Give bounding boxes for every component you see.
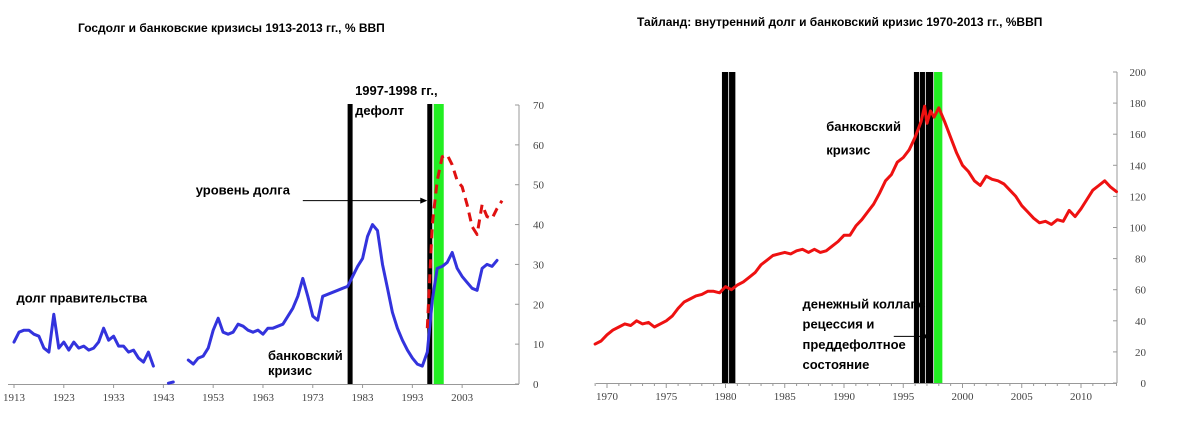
y-tick-label: 160 bbox=[1130, 129, 1147, 141]
annotation-label: кризис bbox=[826, 142, 870, 157]
y-tick-label: 200 bbox=[1130, 67, 1147, 79]
y-tick-label: 100 bbox=[1130, 223, 1147, 235]
annotation-label: денежный коллапс, bbox=[803, 296, 930, 311]
y-tick-label: 30 bbox=[533, 259, 545, 271]
chart-title-left: Госдолг и банковские кризисы 1913-2013 г… bbox=[78, 21, 385, 35]
y-tick-label: 0 bbox=[533, 379, 539, 391]
black-crisis-bar-0 bbox=[721, 72, 729, 383]
black-crisis-bar-3 bbox=[919, 72, 925, 383]
x-tick-label: 1923 bbox=[53, 392, 76, 404]
x-tick-label: 1933 bbox=[103, 392, 126, 404]
x-tick-label: 1993 bbox=[401, 392, 424, 404]
y-tick-label: 40 bbox=[533, 220, 545, 232]
annotation-label: банковский bbox=[268, 348, 343, 363]
black-crisis-bar-0 bbox=[347, 104, 353, 384]
x-tick-label: 2010 bbox=[1070, 391, 1093, 403]
annotation-label: 1997-1998 гг., bbox=[355, 83, 438, 98]
x-tick-label: 2003 bbox=[451, 392, 474, 404]
y-tick-label: 60 bbox=[1135, 285, 1147, 297]
y-tick-label: 50 bbox=[533, 180, 545, 192]
government-debt-line-2 bbox=[186, 223, 499, 368]
green-crisis-band bbox=[433, 104, 444, 384]
x-tick-label: 1953 bbox=[202, 392, 225, 404]
arrow-head bbox=[923, 333, 930, 340]
x-tick-label: 1983 bbox=[352, 392, 375, 404]
y-tick-label: 60 bbox=[533, 140, 545, 152]
black-crisis-bar-2 bbox=[913, 72, 920, 383]
x-tick-label: 1980 bbox=[715, 391, 738, 403]
x-tick-label: 1943 bbox=[152, 392, 175, 404]
arrow-head bbox=[420, 197, 428, 204]
public-debt-chart: Госдолг и банковские кризисы 1913-2013 г… bbox=[3, 21, 545, 404]
x-tick-label: 1913 bbox=[3, 392, 26, 404]
annotation-label: долг правительства bbox=[16, 290, 147, 305]
y-tick-label: 80 bbox=[1135, 254, 1147, 266]
y-tick-label: 10 bbox=[533, 339, 545, 351]
annotation-label: преддефолтное bbox=[803, 337, 906, 352]
x-tick-label: 1995 bbox=[892, 391, 915, 403]
annotation-label: дефолт bbox=[355, 103, 404, 118]
x-tick-label: 2000 bbox=[952, 391, 975, 403]
y-tick-label: 0 bbox=[1141, 378, 1147, 390]
y-tick-label: 70 bbox=[533, 100, 545, 112]
black-crisis-bar-1 bbox=[729, 72, 736, 383]
government-debt-line-1 bbox=[166, 380, 175, 385]
annotation-label: банковский bbox=[826, 119, 901, 134]
y-tick-label: 20 bbox=[533, 299, 545, 311]
x-tick-label: 2005 bbox=[1011, 391, 1034, 403]
annotation-label: состояние bbox=[803, 357, 870, 372]
x-tick-label: 1973 bbox=[302, 392, 325, 404]
chart-title-right: Тайланд: внутренний долг и банковский кр… bbox=[637, 15, 1042, 29]
y-tick-label: 180 bbox=[1130, 98, 1147, 110]
annotation-label: рецессия и bbox=[803, 317, 875, 332]
y-tick-label: 20 bbox=[1135, 347, 1147, 359]
x-tick-label: 1975 bbox=[655, 391, 678, 403]
green-crisis-band bbox=[934, 72, 943, 383]
y-tick-label: 120 bbox=[1130, 191, 1147, 203]
y-tick-label: 140 bbox=[1130, 160, 1147, 172]
thailand-debt-chart: Тайланд: внутренний долг и банковский кр… bbox=[593, 15, 1147, 403]
annotation-label: уровень долга bbox=[196, 183, 291, 198]
x-tick-label: 1985 bbox=[774, 391, 797, 403]
thailand-debt-line bbox=[593, 104, 1118, 346]
government-debt-line-0 bbox=[12, 312, 155, 368]
annotation-label: кризис bbox=[268, 363, 312, 378]
x-tick-label: 1990 bbox=[833, 391, 856, 403]
x-tick-label: 1970 bbox=[596, 391, 619, 403]
y-tick-label: 40 bbox=[1135, 316, 1147, 328]
black-crisis-bar-1 bbox=[427, 104, 433, 384]
x-tick-label: 1963 bbox=[252, 392, 275, 404]
black-crisis-bar-4 bbox=[925, 72, 934, 383]
